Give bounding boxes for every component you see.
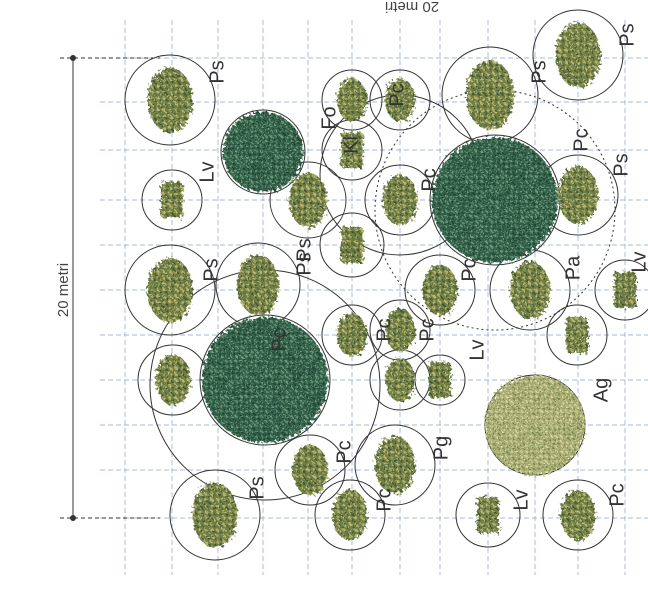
plant-outline — [532, 9, 624, 101]
plant-tree — [223, 112, 303, 192]
plant-label: Fo — [318, 106, 340, 129]
plant-label: Ps — [246, 476, 268, 499]
plant-shrub — [510, 261, 550, 319]
plant-shrub — [237, 254, 279, 316]
plant-box — [614, 272, 636, 308]
plant-box — [477, 497, 499, 533]
plant-label: Ps — [616, 23, 638, 46]
dimension-end — [70, 515, 76, 521]
dimension-label: 20 metri — [385, 0, 439, 15]
plant-shrub — [147, 257, 193, 323]
plant-shrub — [332, 489, 368, 541]
plant-shrub — [385, 308, 415, 352]
plant-shrub — [337, 313, 367, 357]
dimension-end — [70, 55, 76, 61]
plant-box — [341, 132, 363, 168]
plant-box — [341, 227, 363, 263]
plant-label: Pc — [570, 128, 592, 151]
plant-shrub — [555, 22, 601, 88]
plant-label: Pc — [386, 83, 408, 106]
plant-outline — [594, 259, 648, 321]
plant-label: Pc — [333, 440, 355, 463]
plant-outline — [314, 479, 386, 551]
plant-box — [566, 317, 588, 353]
plant-label: Pa — [562, 255, 584, 280]
plant-label: Pc — [606, 483, 628, 506]
dimension-label: 20 metri — [55, 263, 72, 317]
plant-label: Pc — [418, 168, 440, 191]
plant-outline — [542, 479, 614, 551]
plant-shrub — [385, 358, 415, 402]
plant-label: Kl — [340, 136, 362, 154]
plant-label: Ps — [610, 153, 632, 176]
plant-label: Pc — [373, 488, 395, 511]
plant-outline — [269, 161, 347, 239]
plant-label: Lv — [466, 339, 488, 360]
plant-label: Ps — [293, 238, 315, 261]
plant-label: Pc — [373, 318, 395, 341]
plant-shrub — [560, 489, 596, 541]
plant-shrub — [147, 67, 193, 133]
plant-label: Pc — [458, 258, 480, 281]
plant-outline — [455, 482, 521, 548]
plant-box — [161, 182, 183, 218]
plant-label: Lv — [510, 489, 532, 510]
plant-label: Lv — [628, 251, 648, 272]
plant-shrub — [337, 78, 367, 122]
plant-outline — [124, 54, 216, 146]
plant-label: Pc — [416, 318, 438, 341]
plant-label: Ag — [590, 378, 612, 402]
plant-shrub — [289, 172, 327, 228]
plant-label: Lv — [196, 161, 218, 182]
plant-shrub — [382, 174, 418, 226]
plant-shrub — [292, 444, 328, 496]
plant-shrub — [155, 354, 191, 406]
plant-outline — [546, 304, 608, 366]
plant-tree — [432, 137, 558, 263]
plant-outline — [274, 434, 346, 506]
plant-outline — [321, 304, 383, 366]
plant-outline — [321, 69, 383, 131]
plant-shrub — [466, 60, 514, 130]
plant-outline — [220, 109, 306, 195]
plant-outline — [169, 469, 261, 561]
plant-label: Ps — [200, 258, 222, 281]
dimension — [60, 55, 160, 521]
plant-box — [429, 362, 451, 398]
plant-shrub — [558, 166, 598, 224]
plants — [147, 22, 636, 548]
plant-shrub — [375, 436, 415, 494]
plant-shrub — [385, 78, 415, 122]
plant-outline — [319, 212, 385, 278]
plant-outline — [369, 69, 431, 131]
plant-tree — [202, 317, 328, 443]
plant-outline — [124, 244, 216, 336]
plant-label: Ps — [206, 60, 228, 83]
plant-shrub — [422, 264, 458, 316]
plant-outline — [141, 169, 203, 231]
plant-label: Pc — [268, 328, 290, 351]
plant-outline — [354, 424, 436, 506]
plant-label: Ps — [293, 252, 315, 275]
plant-shrub — [192, 482, 238, 548]
plant-label: Ps — [528, 60, 550, 83]
plant-label: Pg — [430, 436, 452, 460]
plant-outline — [404, 254, 476, 326]
plant-tree — [485, 375, 585, 475]
plant-outline — [199, 314, 331, 446]
